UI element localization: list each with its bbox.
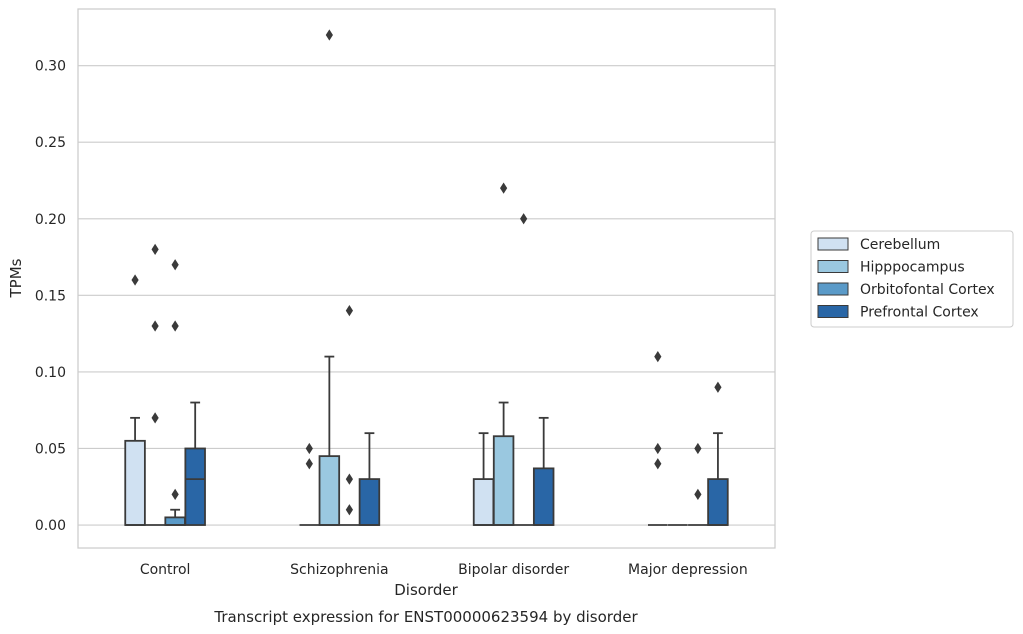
box xyxy=(472,478,495,526)
legend-swatch xyxy=(817,305,849,318)
legend-label: Prefrontal Cortex xyxy=(860,305,979,321)
box xyxy=(124,439,146,526)
box xyxy=(318,455,341,526)
box-group xyxy=(318,29,341,526)
outlier-point xyxy=(500,182,508,194)
outlier-point xyxy=(131,274,139,286)
y-tick-label: 0.20 xyxy=(35,212,66,228)
chart-caption: Transcript expression for ENST0000062359… xyxy=(213,608,638,626)
box-group xyxy=(164,259,186,526)
outlier-point xyxy=(171,320,179,332)
box xyxy=(358,478,381,526)
outlier-point xyxy=(345,305,353,317)
legend-frame xyxy=(810,230,1014,328)
box xyxy=(707,478,729,526)
outlier-point xyxy=(345,473,353,485)
box-group xyxy=(358,432,381,526)
box-group xyxy=(492,182,515,526)
outlier-point xyxy=(171,259,179,271)
box-group xyxy=(707,381,729,526)
outlier-point xyxy=(171,488,179,501)
y-tick-label: 0.00 xyxy=(35,518,66,534)
box xyxy=(164,516,186,526)
outlier-point xyxy=(694,442,702,455)
box xyxy=(184,447,206,526)
y-tick-label: 0.15 xyxy=(35,288,66,304)
outlier-point xyxy=(654,458,662,470)
box-group xyxy=(532,416,555,526)
box-group xyxy=(124,274,146,526)
box xyxy=(532,467,555,526)
boxes xyxy=(124,29,729,526)
outlier-point xyxy=(694,488,702,501)
outlier-point xyxy=(654,350,662,363)
legend-swatch xyxy=(817,282,849,296)
y-tick-labels: 0.00 0.05 0.10 0.15 0.20 0.25 0.30 xyxy=(35,59,66,534)
y-tick-label: 0.25 xyxy=(35,135,66,151)
x-axis-label: Disorder xyxy=(394,581,458,599)
outlier-point xyxy=(520,213,528,225)
outlier-point xyxy=(305,442,313,455)
legend-label: Cerebellum xyxy=(860,237,940,253)
legend-label: Hipppocampus xyxy=(860,260,965,276)
outlier-point xyxy=(151,412,159,424)
legend-swatch xyxy=(817,237,849,251)
plot-area xyxy=(77,8,776,549)
outlier-point xyxy=(325,29,333,41)
x-tick-label: Bipolar disorder xyxy=(458,562,569,578)
y-tick-label: 0.30 xyxy=(35,59,66,75)
y-axis-label: TPMs xyxy=(7,258,25,298)
legend-label: Orbitofontal Cortex xyxy=(860,282,995,298)
y-tick-label: 0.10 xyxy=(35,365,66,381)
outlier-point xyxy=(714,381,722,393)
x-tick-labels: Control Schizophrenia Bipolar disorder Majo… xyxy=(140,562,748,578)
box-group xyxy=(688,442,708,526)
box-group xyxy=(184,401,206,526)
box-group xyxy=(647,350,668,526)
outlier-point xyxy=(151,320,159,332)
box-group xyxy=(513,213,534,526)
outlier-point xyxy=(305,458,313,470)
outlier-point xyxy=(654,442,662,455)
x-tick-label: Major depression xyxy=(628,562,748,578)
y-tick-label: 0.05 xyxy=(35,441,66,457)
box-group xyxy=(145,243,165,526)
legend: Cerebellum Hipppocampus Orbitofontal Corte… xyxy=(810,230,1014,328)
box-group xyxy=(299,442,320,526)
outlier-point xyxy=(345,504,353,516)
legend-swatch xyxy=(817,260,849,273)
x-tick-label: Control xyxy=(140,562,191,578)
outlier-point xyxy=(151,243,159,256)
box xyxy=(492,435,515,526)
box-group xyxy=(339,305,360,526)
x-tick-label: Schizophrenia xyxy=(290,562,388,578)
